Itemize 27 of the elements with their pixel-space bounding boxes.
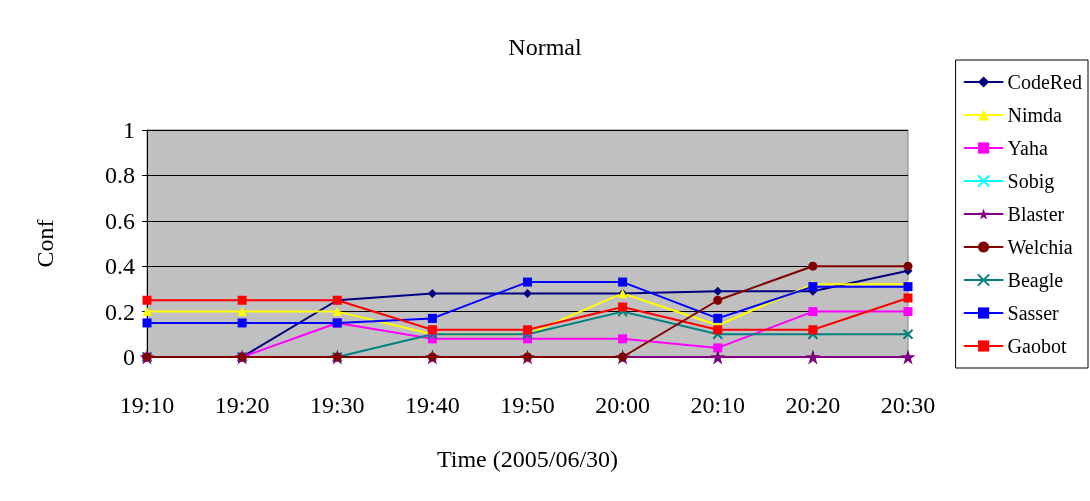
y-tick-label: 0.2 <box>105 298 135 325</box>
legend-label: Nimda <box>1007 104 1063 126</box>
x-tick-label: 19:20 <box>214 392 270 418</box>
chart-title: Normal <box>508 34 582 60</box>
legend-label: Sasser <box>1007 302 1060 324</box>
x-tick-label: 19:30 <box>309 392 365 418</box>
y-tick-label: 1 <box>123 117 135 143</box>
x-tick-label: 19:10 <box>119 392 175 418</box>
legend-label: Gaobot <box>1007 335 1067 357</box>
legend-label: Beagle <box>1007 269 1064 292</box>
x-tick-label: 20:10 <box>690 392 746 418</box>
y-tick-label: 0 <box>123 344 135 370</box>
x-tick-label: 20:00 <box>595 392 650 418</box>
legend-label: CodeRed <box>1007 71 1082 93</box>
y-tick-label: 0.4 <box>105 253 135 280</box>
y-tick-label: 0.8 <box>105 162 135 189</box>
x-tick-label: 19:40 <box>405 392 460 418</box>
legend-label: Blaster <box>1007 203 1065 225</box>
x-axis-title: Time (2005/06/30) <box>436 446 619 472</box>
x-tick-label: 20:20 <box>785 392 841 418</box>
legend-label: Sobig <box>1007 170 1055 193</box>
legend-label: Welchia <box>1007 236 1073 258</box>
x-tick-label: 20:30 <box>880 392 936 418</box>
x-tick-label: 19:50 <box>500 392 555 418</box>
legend-label: Yaha <box>1007 137 1048 159</box>
y-tick-label: 0.6 <box>105 207 135 234</box>
y-axis-title: Conf <box>32 219 58 268</box>
